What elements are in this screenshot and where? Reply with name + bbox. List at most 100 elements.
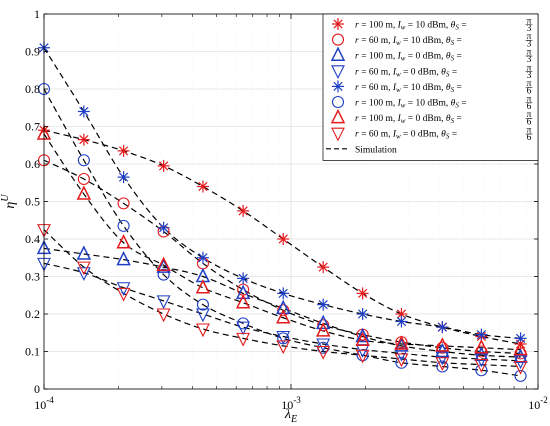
legend-frac-den-5: 6 — [527, 102, 532, 112]
series-0-point — [157, 159, 170, 172]
legend-iw-value: 10 dBm — [411, 83, 442, 93]
x-tick-label-base: 10 — [528, 398, 540, 412]
legend-theta-symbol: θ — [446, 36, 451, 46]
x-tick-label-exp: -4 — [46, 395, 54, 405]
triangle-up-glyph — [435, 337, 450, 352]
asterisk-stroke — [396, 309, 407, 319]
legend-eq: = — [359, 36, 369, 46]
legend-theta-sub: S — [451, 55, 455, 63]
series-1-point — [77, 172, 90, 186]
legend-r-value: 60 m — [369, 67, 389, 77]
y-tick-label: 0.2 — [25, 307, 40, 321]
legend-iw-value: 0 dBm — [416, 114, 442, 124]
circle-glyph — [117, 197, 130, 210]
y-tick-label: 0.1 — [25, 345, 40, 359]
triangle-up-glyph — [195, 279, 211, 294]
legend-eq: = — [459, 21, 467, 31]
series-7-point — [116, 287, 131, 302]
legend-frac-num-5: π — [527, 95, 532, 105]
legend-i-symbol: I — [392, 130, 397, 140]
legend-i-sub: w — [401, 55, 406, 63]
circle-glyph — [331, 33, 345, 46]
asterisk-stroke — [158, 161, 169, 171]
triangle-down-glyph — [435, 357, 450, 371]
series-4-point — [356, 308, 369, 320]
circle-glyph — [77, 154, 90, 167]
circle-glyph — [77, 172, 90, 186]
series-6-point — [435, 337, 450, 352]
legend-eq: = — [405, 99, 415, 109]
legend-sep: , — [441, 83, 446, 93]
series-7-point — [316, 345, 331, 360]
asterisk-stroke — [79, 135, 89, 145]
series-1-point — [317, 319, 330, 332]
series-4-point — [237, 272, 250, 285]
legend-eq: = — [359, 21, 369, 31]
triangle-up-glyph — [235, 294, 251, 309]
triangle-up-glyph — [330, 108, 346, 124]
series-6-point — [355, 331, 370, 346]
triangle-down-glyph — [316, 345, 331, 360]
triangle-down-glyph — [316, 338, 331, 353]
triangle-down-glyph — [156, 308, 171, 323]
asterisk-glyph — [196, 251, 209, 264]
triangle-down-glyph — [331, 127, 345, 142]
legend-theta-sub: S — [446, 133, 450, 141]
circle-glyph — [237, 317, 250, 330]
asterisk-stroke — [118, 172, 129, 182]
legend-marker-2 — [330, 46, 346, 61]
legend-iw-value: 10 dBm — [416, 99, 447, 109]
legend-simulation-label: Simulation — [355, 145, 397, 155]
legend-iw-value: 10 dBm — [411, 36, 442, 46]
triangle-up-glyph — [156, 256, 171, 271]
legend-frac-num-4: π — [527, 79, 532, 89]
series-7-point — [76, 261, 91, 276]
asterisk-glyph — [277, 287, 290, 300]
legend-sep: , — [441, 52, 446, 62]
legend-marker-5 — [331, 95, 345, 109]
triangle-down-glyph — [236, 332, 251, 347]
asterisk-glyph — [317, 298, 330, 311]
y-tick-label: 0 — [34, 382, 40, 396]
circle-glyph — [196, 298, 209, 311]
series-6-point — [474, 339, 489, 354]
legend-r-symbol: r — [355, 21, 359, 31]
triangle-up-glyph — [394, 337, 409, 352]
circle-glyph — [331, 95, 345, 109]
legend-i-sub: w — [396, 39, 401, 47]
asterisk-stroke — [476, 330, 487, 340]
series-5-point — [237, 317, 250, 330]
legend-entry-5: r = 100 m, Iw = 10 dBm, θS = — [355, 99, 467, 110]
series-7-point — [513, 360, 528, 375]
legend-theta-symbol: θ — [441, 130, 446, 140]
legend-eq: = — [405, 114, 415, 124]
legend-eq: = — [454, 36, 462, 46]
y-tick-label: 0.6 — [25, 157, 40, 171]
asterisk-glyph — [157, 221, 170, 234]
legend-eq: = — [401, 83, 411, 93]
series-5-point — [77, 154, 90, 167]
legend-frac-num-6: π — [527, 110, 532, 120]
legend-frac-num-1: π — [527, 32, 532, 42]
triangle-up-glyph — [276, 309, 291, 324]
legend-frac-num-0: π — [527, 17, 532, 27]
triangle-up-glyph — [330, 46, 346, 61]
y-tick-label: 0.4 — [25, 232, 40, 246]
legend-sep: , — [446, 99, 451, 109]
asterisk-glyph — [77, 105, 90, 118]
series-2-point — [76, 245, 92, 260]
triangle-up-glyph — [355, 331, 370, 346]
series-4-point — [77, 105, 90, 118]
series-5-point — [117, 219, 130, 232]
asterisk-stroke — [318, 300, 328, 310]
y-tick-label: 0.9 — [25, 45, 40, 59]
legend-marker-1 — [331, 33, 345, 46]
x-tick-label-base: 10 — [34, 398, 46, 412]
legend-i-symbol: I — [397, 99, 402, 109]
series-0-point — [117, 144, 130, 157]
series-5-point — [436, 360, 449, 373]
asterisk-stroke — [238, 206, 248, 216]
legend-i-symbol: I — [392, 67, 397, 77]
asterisk-glyph — [475, 328, 488, 341]
